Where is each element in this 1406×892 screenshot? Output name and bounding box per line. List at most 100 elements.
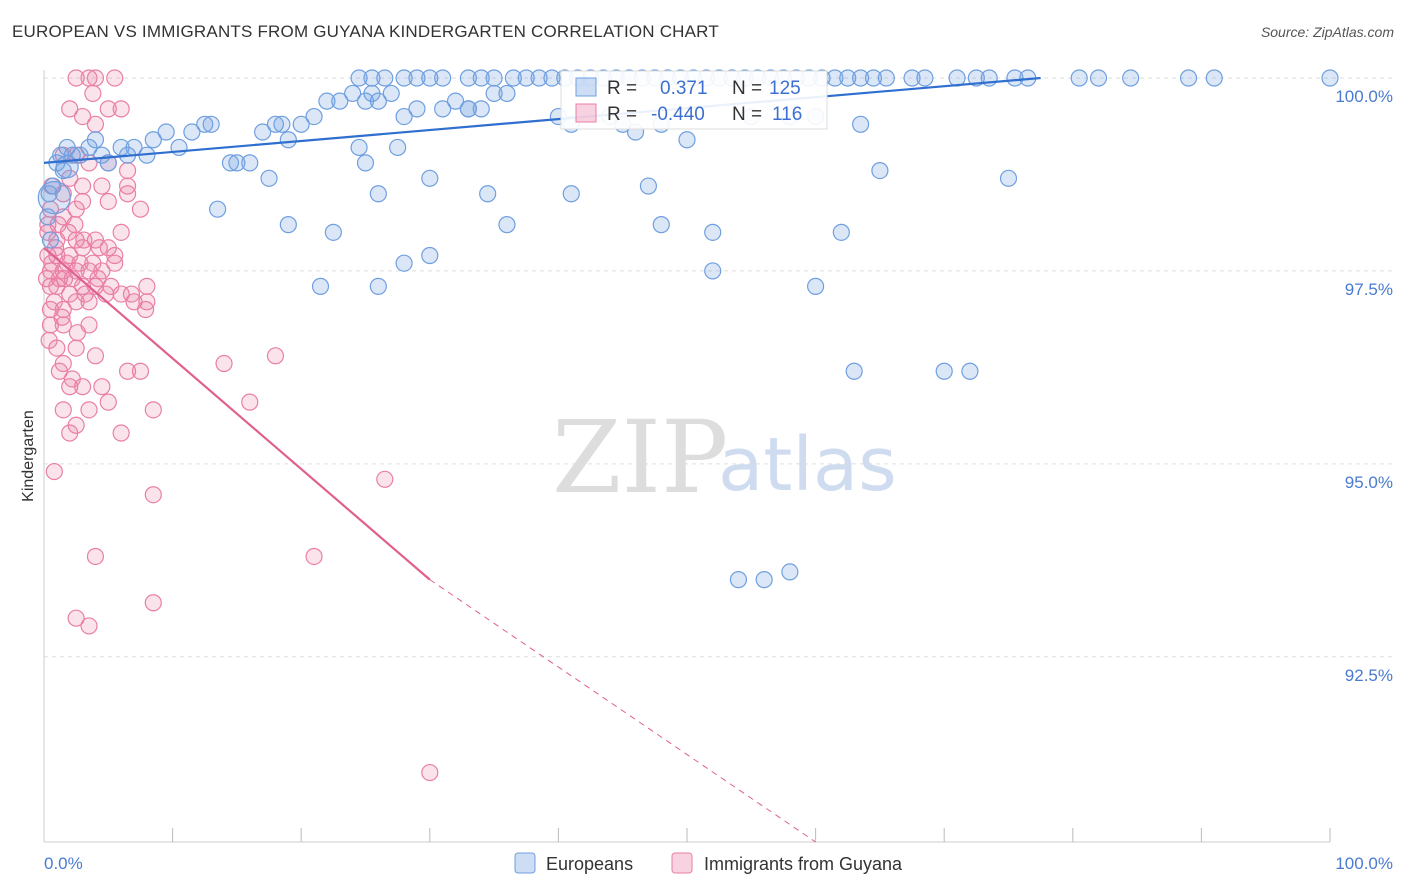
europeans-point (961, 362, 979, 380)
legend-n-value-2: 116 (772, 104, 802, 125)
guyana-point (131, 200, 150, 218)
europeans-point (273, 115, 291, 133)
legend-n-label-2: N = (732, 104, 762, 125)
europeans-point (196, 115, 214, 133)
x-tick-label-max: 100.0% (1335, 854, 1393, 873)
guyana-point (73, 177, 92, 195)
guyana-point (89, 270, 107, 288)
guyana-point (93, 378, 111, 396)
europeans-point (311, 277, 330, 295)
europeans-point (305, 107, 323, 126)
europeans-point (530, 69, 548, 87)
bottom-legend-swatch-europeans (514, 852, 536, 874)
europeans-point (395, 107, 413, 126)
europeans-point (1205, 69, 1223, 87)
legend-r-value-1: 0.371 (660, 78, 708, 99)
europeans-point (421, 169, 439, 187)
guyana-point (40, 331, 58, 349)
europeans-point (852, 69, 870, 87)
europeans-point (241, 154, 259, 172)
legend-r-label-2: R = (607, 104, 637, 125)
guyana-point (50, 270, 69, 288)
guyana-point (131, 362, 150, 380)
guyana-point (86, 69, 105, 87)
europeans-point (839, 69, 857, 87)
guyana-point (144, 486, 162, 504)
europeans-point (832, 223, 850, 241)
legend-r-label-1: R = (607, 78, 637, 99)
y-tick-labels: 100.0% 97.5% 95.0% 92.5% (1335, 87, 1393, 685)
y-tick-label: 97.5% (1345, 280, 1393, 299)
guyana-point (76, 285, 94, 303)
europeans-point (434, 100, 452, 118)
europeans-point (369, 92, 387, 110)
europeans-point (1006, 69, 1024, 87)
europeans-point (498, 84, 516, 103)
watermark-atlas: atlas (718, 422, 897, 508)
europeans-point (144, 131, 162, 149)
guyana-point (93, 177, 111, 195)
europeans-point (86, 131, 105, 149)
guyana-point (102, 277, 120, 295)
guyana-point (106, 69, 124, 87)
guyana-point (68, 324, 87, 342)
trend-line-guyana-extension (429, 579, 816, 843)
guyana-point (50, 362, 69, 380)
europeans-point (916, 69, 934, 87)
europeans-point (903, 69, 921, 87)
europeans-point (408, 69, 426, 87)
europeans-point (356, 154, 375, 172)
europeans-point (40, 185, 58, 203)
guyana-point (67, 69, 85, 87)
europeans-point (369, 185, 387, 203)
guyana-point (90, 239, 108, 257)
y-tick-label: 92.5% (1345, 666, 1393, 685)
europeans-point (350, 138, 368, 157)
guyana-point (61, 424, 79, 442)
europeans-point (639, 177, 658, 195)
guyana-point (54, 401, 72, 419)
legend-swatch-europeans (575, 77, 597, 97)
series-legend: Europeans Immigrants from Guyana (514, 852, 903, 874)
guyana-point (106, 254, 124, 272)
guyana-point (86, 347, 105, 365)
europeans-point (479, 185, 497, 203)
europeans-point (324, 223, 342, 241)
europeans-point (498, 216, 516, 234)
guyana-point (67, 339, 85, 357)
europeans-point (678, 131, 696, 149)
guyana-point (122, 285, 141, 303)
guyana-point (67, 609, 85, 627)
europeans-point (376, 69, 394, 87)
guyana-point (99, 100, 117, 118)
guyana-point (144, 401, 162, 419)
guyana-point (67, 200, 85, 218)
guyana-point (136, 300, 155, 319)
europeans-point (395, 254, 413, 272)
europeans-point (729, 571, 748, 589)
bottom-legend-swatch-guyana (671, 852, 693, 874)
guyana-point (86, 115, 105, 133)
guyana-point (45, 293, 63, 311)
europeans-point (266, 115, 285, 133)
europeans-point (1089, 69, 1108, 87)
europeans-point (260, 169, 278, 187)
europeans-point (279, 216, 297, 234)
guyana-point (112, 424, 130, 442)
guyana-point (99, 192, 117, 211)
europeans-point (421, 69, 439, 87)
trend-line-guyana (43, 246, 431, 581)
guyana-point (84, 254, 102, 272)
europeans-point (704, 223, 722, 241)
guyana-point (43, 254, 61, 272)
chart-title: EUROPEAN VS IMMIGRANTS FROM GUYANA KINDE… (12, 22, 719, 41)
guyana-point (75, 231, 93, 249)
guyana-point (55, 270, 74, 288)
europeans-point (472, 69, 490, 87)
y-tick-label: 95.0% (1345, 473, 1393, 492)
europeans-point (389, 138, 407, 157)
europeans-point (852, 115, 870, 133)
legend-swatch-guyana (575, 103, 597, 123)
europeans-point (170, 138, 188, 157)
